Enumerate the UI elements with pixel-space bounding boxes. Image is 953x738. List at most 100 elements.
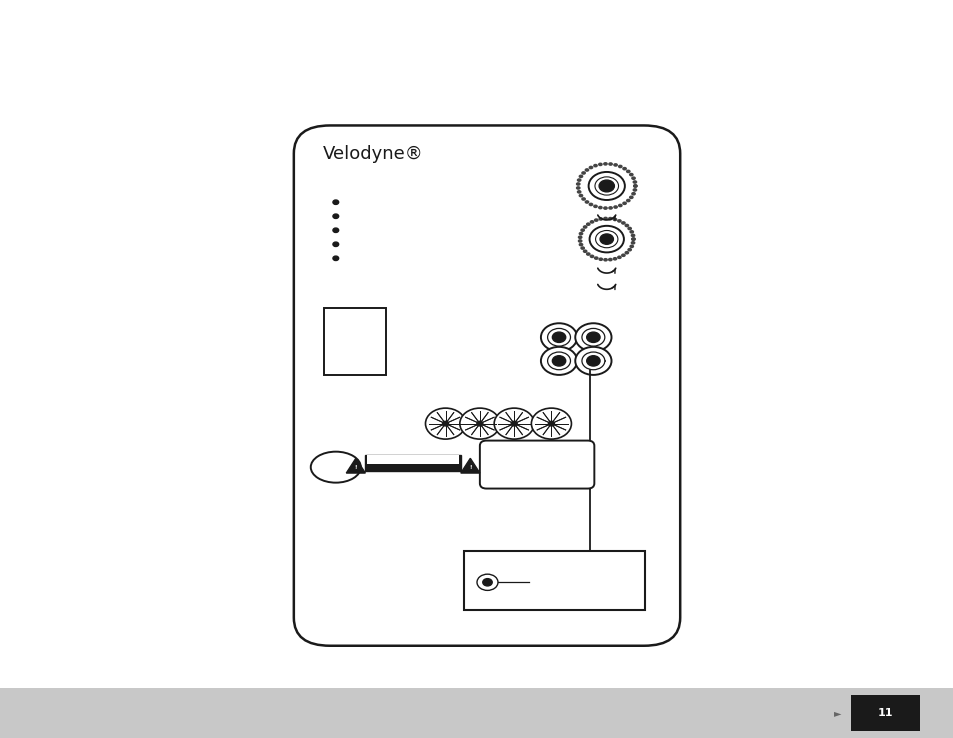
Circle shape <box>548 421 554 426</box>
Circle shape <box>595 177 618 195</box>
Circle shape <box>333 214 338 218</box>
Circle shape <box>589 226 623 252</box>
Bar <box>850 695 919 731</box>
Text: !: ! <box>469 466 471 470</box>
Circle shape <box>540 323 577 351</box>
Circle shape <box>442 421 448 426</box>
Circle shape <box>581 352 604 370</box>
Circle shape <box>602 258 607 261</box>
Circle shape <box>547 328 570 346</box>
Circle shape <box>625 170 630 173</box>
FancyBboxPatch shape <box>294 125 679 646</box>
Circle shape <box>579 246 584 250</box>
Bar <box>324 308 386 375</box>
Circle shape <box>589 220 594 224</box>
Circle shape <box>617 219 621 223</box>
Circle shape <box>425 408 465 439</box>
Circle shape <box>593 218 598 222</box>
Circle shape <box>578 174 582 178</box>
Circle shape <box>602 206 607 210</box>
Circle shape <box>552 332 565 342</box>
Circle shape <box>633 184 637 188</box>
Circle shape <box>598 258 602 261</box>
Circle shape <box>581 328 604 346</box>
Text: ►: ► <box>833 708 841 718</box>
Circle shape <box>620 253 625 257</box>
Bar <box>367 455 458 463</box>
Circle shape <box>482 579 492 586</box>
Circle shape <box>628 173 633 176</box>
Circle shape <box>540 347 577 375</box>
Bar <box>0 688 953 738</box>
Circle shape <box>613 163 618 167</box>
Circle shape <box>459 408 499 439</box>
Circle shape <box>627 248 632 252</box>
Circle shape <box>494 408 534 439</box>
Circle shape <box>627 227 632 230</box>
Circle shape <box>333 242 338 246</box>
Circle shape <box>586 356 599 366</box>
Circle shape <box>589 255 594 258</box>
Circle shape <box>631 238 635 241</box>
Circle shape <box>612 257 617 261</box>
Circle shape <box>598 206 602 210</box>
Circle shape <box>618 165 622 168</box>
Text: 11: 11 <box>877 708 892 718</box>
Circle shape <box>333 200 338 204</box>
Circle shape <box>624 224 629 227</box>
Circle shape <box>575 323 611 351</box>
Circle shape <box>579 228 584 232</box>
Circle shape <box>631 192 636 196</box>
Circle shape <box>632 180 637 184</box>
Circle shape <box>625 199 630 202</box>
Ellipse shape <box>311 452 360 483</box>
Circle shape <box>608 206 613 210</box>
Circle shape <box>588 165 593 169</box>
Circle shape <box>607 258 612 261</box>
Circle shape <box>617 255 621 259</box>
Circle shape <box>630 241 635 244</box>
Circle shape <box>620 221 625 225</box>
Circle shape <box>576 186 580 190</box>
Circle shape <box>621 201 626 205</box>
Circle shape <box>598 217 602 221</box>
Circle shape <box>613 205 618 209</box>
Circle shape <box>608 162 613 166</box>
Circle shape <box>629 230 634 234</box>
Circle shape <box>531 408 571 439</box>
Circle shape <box>630 234 635 238</box>
Circle shape <box>593 204 598 208</box>
Circle shape <box>585 222 590 226</box>
Circle shape <box>624 251 629 255</box>
Circle shape <box>632 188 637 192</box>
Circle shape <box>631 238 635 241</box>
Circle shape <box>628 196 633 199</box>
Polygon shape <box>460 458 479 473</box>
Circle shape <box>586 332 599 342</box>
Circle shape <box>618 204 622 207</box>
Circle shape <box>602 162 607 166</box>
Circle shape <box>476 421 482 426</box>
Text: !: ! <box>355 466 356 470</box>
Circle shape <box>584 168 589 172</box>
Circle shape <box>552 356 565 366</box>
Circle shape <box>578 243 583 246</box>
Circle shape <box>612 218 617 221</box>
Circle shape <box>585 252 590 256</box>
Circle shape <box>602 217 607 221</box>
Circle shape <box>621 167 626 170</box>
Polygon shape <box>346 458 365 473</box>
Circle shape <box>588 203 593 207</box>
Circle shape <box>593 164 598 168</box>
Circle shape <box>631 176 636 180</box>
Circle shape <box>582 249 587 253</box>
Circle shape <box>578 235 582 239</box>
Circle shape <box>598 162 602 166</box>
Circle shape <box>584 200 589 204</box>
Circle shape <box>578 194 582 198</box>
Circle shape <box>580 197 585 201</box>
Circle shape <box>575 347 611 375</box>
Circle shape <box>577 190 581 193</box>
Bar <box>365 455 460 471</box>
Circle shape <box>578 232 583 235</box>
